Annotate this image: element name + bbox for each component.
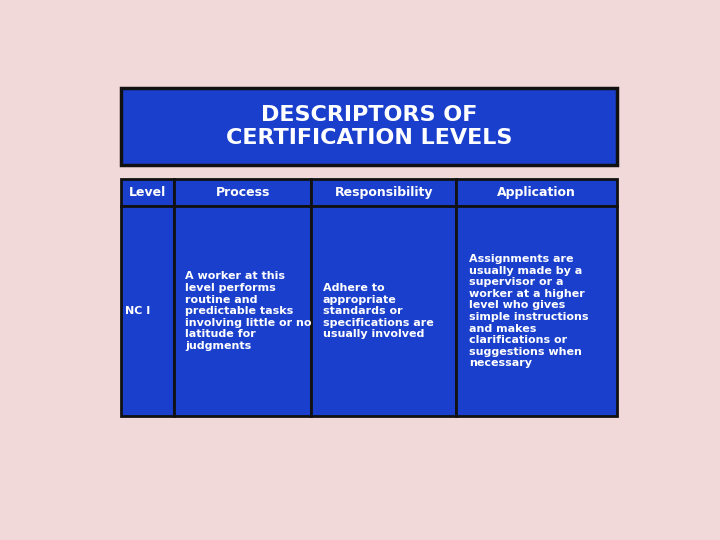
Bar xyxy=(121,179,174,206)
Text: A worker at this
level performs
routine and
predictable tasks
involving little o: A worker at this level performs routine … xyxy=(185,272,312,351)
Text: DESCRIPTORS OF
CERTIFICATION LEVELS: DESCRIPTORS OF CERTIFICATION LEVELS xyxy=(226,105,512,148)
Bar xyxy=(121,206,174,416)
Bar xyxy=(456,179,617,206)
Bar xyxy=(121,87,617,165)
Text: Application: Application xyxy=(498,186,576,199)
Bar xyxy=(174,179,311,206)
Text: Process: Process xyxy=(216,186,270,199)
Text: Assignments are
usually made by a
supervisor or a
worker at a higher
level who g: Assignments are usually made by a superv… xyxy=(469,254,589,368)
Bar xyxy=(174,206,311,416)
Text: Responsibility: Responsibility xyxy=(335,186,433,199)
Text: Adhere to
appropriate
standards or
specifications are
usually involved: Adhere to appropriate standards or speci… xyxy=(323,283,433,340)
Bar xyxy=(311,206,456,416)
Text: NC I: NC I xyxy=(125,306,150,316)
Bar xyxy=(311,179,456,206)
Text: Level: Level xyxy=(129,186,166,199)
Bar xyxy=(456,206,617,416)
